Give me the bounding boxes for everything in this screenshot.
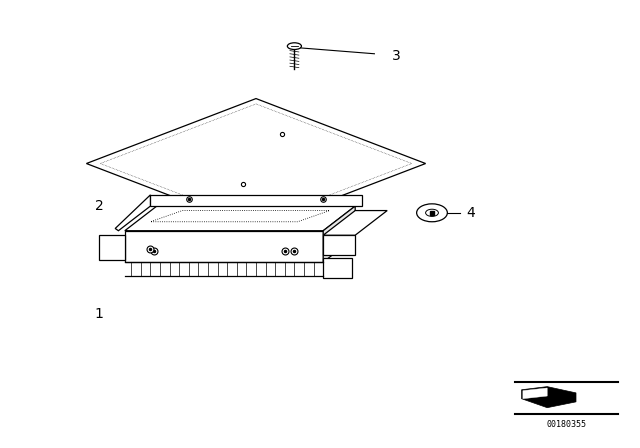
Text: 00180355: 00180355: [547, 420, 586, 429]
Polygon shape: [323, 235, 355, 255]
Text: 4: 4: [466, 206, 475, 220]
Ellipse shape: [417, 204, 447, 222]
Text: 1: 1: [95, 306, 104, 321]
Polygon shape: [523, 388, 547, 399]
Ellipse shape: [287, 43, 301, 50]
Polygon shape: [323, 206, 355, 262]
Polygon shape: [150, 195, 362, 206]
Polygon shape: [323, 211, 387, 235]
Ellipse shape: [426, 209, 438, 216]
Text: 3: 3: [392, 49, 401, 63]
Polygon shape: [323, 258, 352, 278]
Polygon shape: [125, 231, 323, 262]
Text: 2: 2: [95, 199, 104, 213]
Polygon shape: [125, 206, 355, 231]
Polygon shape: [522, 387, 576, 408]
Polygon shape: [99, 235, 125, 260]
Polygon shape: [115, 195, 150, 231]
Polygon shape: [86, 99, 426, 228]
